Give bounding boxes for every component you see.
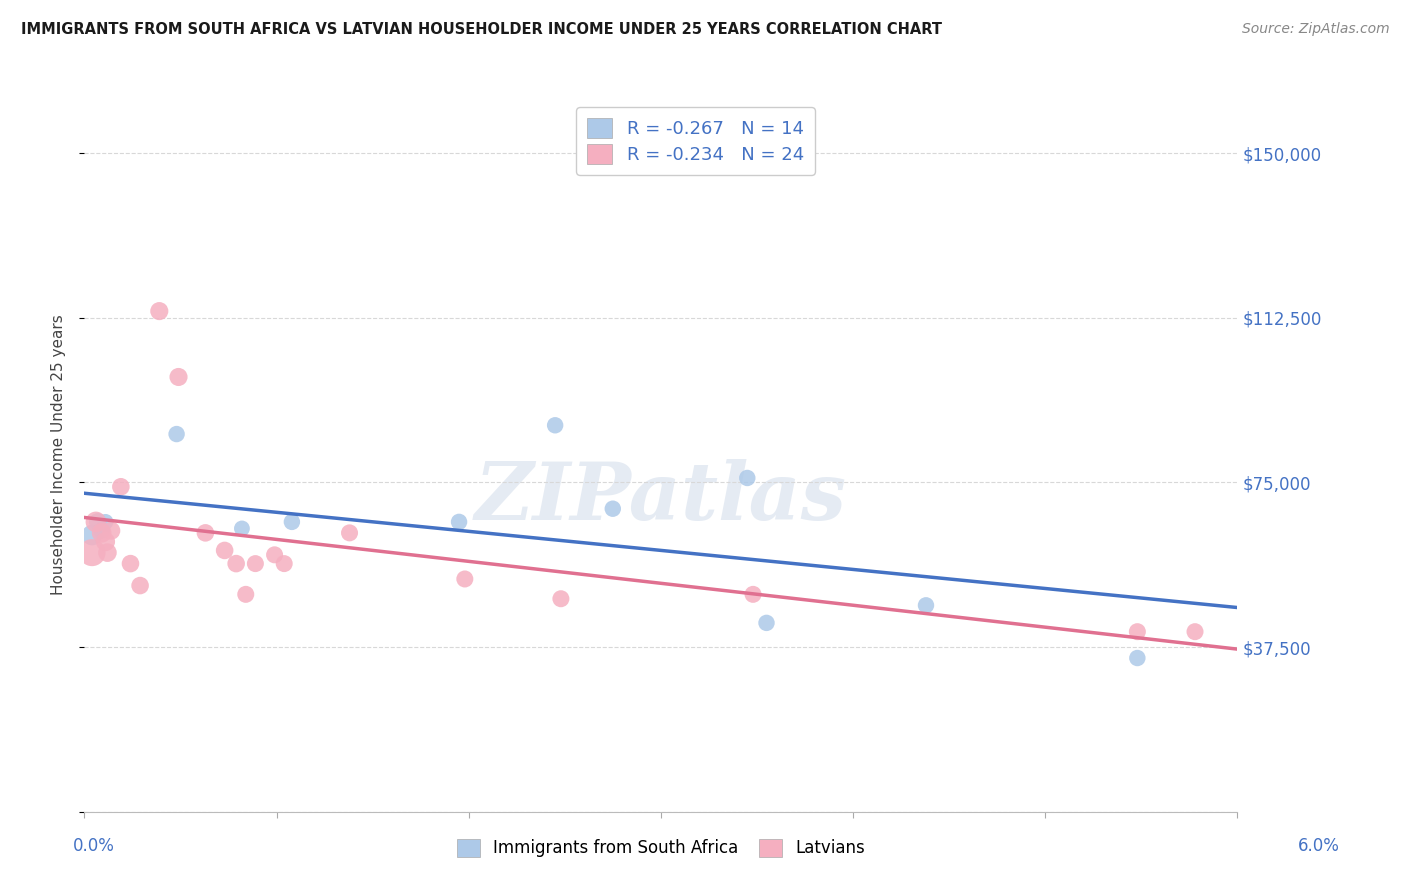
Point: [1184, 624, 1206, 639]
Point: [447, 515, 470, 529]
Point: [87, 515, 110, 529]
Text: 6.0%: 6.0%: [1298, 837, 1340, 855]
Y-axis label: Householder Income Under 25 years: Householder Income Under 25 years: [51, 315, 66, 595]
Point: [915, 599, 938, 613]
Point: [737, 471, 759, 485]
Point: [1126, 624, 1149, 639]
Point: [94, 515, 117, 529]
Point: [235, 587, 257, 601]
Point: [90, 525, 112, 540]
Point: [194, 525, 217, 540]
Point: [90, 524, 112, 538]
Text: ZIPatlas: ZIPatlas: [475, 459, 846, 536]
Point: [742, 587, 765, 601]
Point: [1126, 651, 1149, 665]
Point: [602, 501, 624, 516]
Point: [281, 515, 304, 529]
Point: [100, 524, 122, 538]
Point: [263, 548, 285, 562]
Point: [214, 543, 236, 558]
Point: [550, 591, 572, 606]
Point: [755, 615, 778, 630]
Point: [129, 578, 152, 592]
Point: [94, 534, 117, 549]
Point: [148, 304, 170, 318]
Point: [339, 525, 361, 540]
Point: [245, 557, 267, 571]
Point: [80, 546, 103, 560]
Point: [120, 557, 142, 571]
Point: [167, 370, 190, 384]
Point: [110, 480, 132, 494]
Point: [454, 572, 477, 586]
Point: [231, 521, 253, 535]
Point: [166, 427, 188, 442]
Point: [84, 515, 107, 529]
Point: [544, 418, 567, 433]
Text: Source: ZipAtlas.com: Source: ZipAtlas.com: [1241, 22, 1389, 37]
Point: [273, 557, 295, 571]
Point: [80, 528, 103, 542]
Point: [225, 557, 247, 571]
Text: IMMIGRANTS FROM SOUTH AFRICA VS LATVIAN HOUSEHOLDER INCOME UNDER 25 YEARS CORREL: IMMIGRANTS FROM SOUTH AFRICA VS LATVIAN …: [21, 22, 942, 37]
Text: 0.0%: 0.0%: [73, 837, 115, 855]
Point: [96, 546, 118, 560]
Legend: Immigrants from South Africa, Latvians: Immigrants from South Africa, Latvians: [450, 832, 872, 864]
